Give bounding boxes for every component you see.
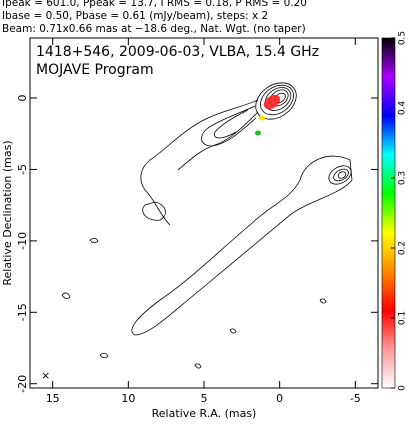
x-tick-label: 15 [46,392,60,405]
y-tick-label: 0 [16,95,29,102]
chart-subtitle: MOJAVE Program [36,62,154,78]
x-tick-label: -5 [350,392,361,405]
x-tick-label: 10 [121,392,135,405]
y-tick-label: -10 [16,232,29,250]
chart-title: 1418+546, 2009-06-03, VLBA, 15.4 GHz [36,44,319,60]
x-tick-label: 5 [201,392,208,405]
colorbar-tick-label: 0.1 [398,311,408,325]
header-line: Ipeak = 601.0, Ppeak = 13.7, I RMS = 0.1… [2,0,307,9]
y-tick-label: -20 [16,375,29,393]
colorbar-tick-label: 0.3 [398,171,408,185]
y-tick-label: -15 [16,303,29,321]
colorbar-tick-label: 0.5 [398,31,408,45]
x-axis-label: Relative R.A. (mas) [152,407,257,420]
colorbar-tick-label: 0.2 [398,241,408,255]
plot-frame [29,37,379,389]
contours [61,82,353,369]
polarization [255,94,281,136]
x-tick-label: 0 [276,392,283,405]
header-line: Beam: 0.71x0.66 mas at −18.6 deg., Nat. … [2,23,306,35]
y-tick-label: -5 [16,164,29,175]
colorbar-tick-label: 0 [398,385,408,391]
header-line: Ibase = 0.50, Pbase = 0.61 (mJy/beam), s… [2,10,268,22]
colorbar [381,37,396,389]
y-axis-label: Relative Declination (mas) [1,140,14,285]
beam: × [41,369,50,382]
colorbar-tick-label: 0.4 [398,101,408,116]
